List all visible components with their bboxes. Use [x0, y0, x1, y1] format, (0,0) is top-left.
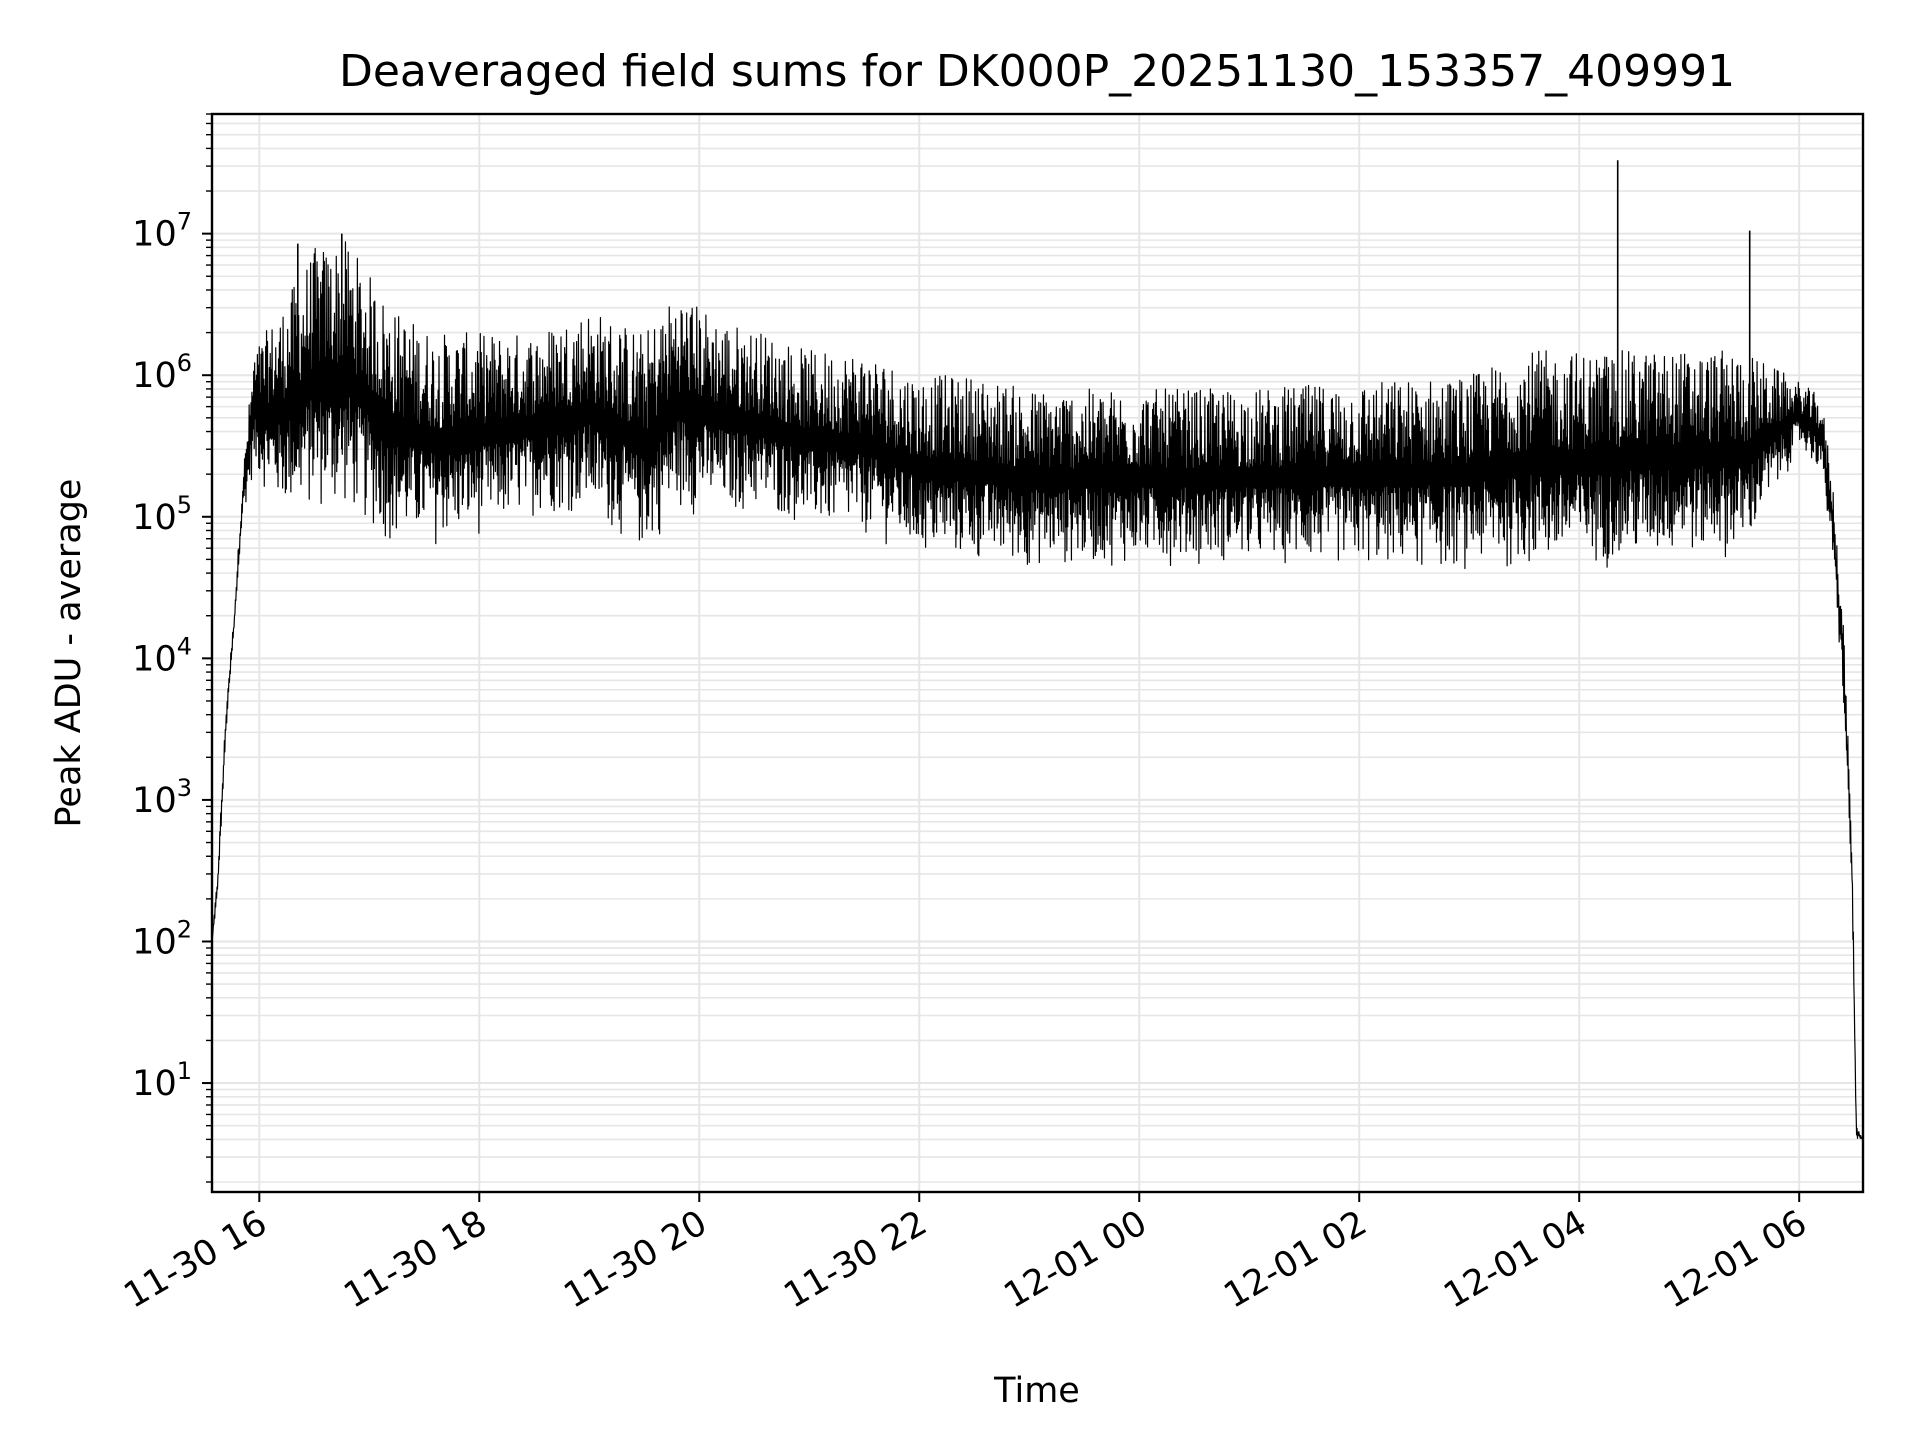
y-tick-label: 105	[132, 491, 192, 538]
y-tick-exponent: 3	[177, 774, 192, 802]
y-tick-base: 10	[132, 356, 177, 396]
y-tick-label: 103	[132, 774, 192, 821]
y-tick-label: 102	[132, 915, 192, 962]
y-axis-label: Peak ADU - average	[49, 479, 89, 828]
x-tick-label: 12-01 06	[1657, 1203, 1813, 1316]
x-tick-label: 12-01 00	[997, 1203, 1153, 1316]
y-tick-label: 101	[132, 1057, 192, 1104]
grid-lines	[212, 113, 1863, 1192]
y-tick-base: 10	[132, 498, 177, 538]
y-tick-label: 106	[132, 349, 192, 396]
series-group	[211, 160, 1864, 1140]
x-tick-label: 11-30 22	[777, 1203, 933, 1316]
x-tick-label: 12-01 04	[1437, 1203, 1593, 1316]
y-tick-label: 104	[132, 632, 192, 679]
y-tick-base: 10	[132, 781, 177, 821]
y-tick-base: 10	[132, 639, 177, 679]
x-tick-label: 11-30 18	[337, 1203, 493, 1316]
y-tick-base: 10	[132, 215, 177, 255]
y-tick-exponent: 6	[177, 349, 192, 377]
y-tick-base: 10	[132, 922, 177, 962]
y-tick-exponent: 7	[177, 208, 192, 236]
chart-title: Deaveraged field sums for DK000P_2025113…	[339, 46, 1735, 97]
series-line	[211, 241, 1864, 1140]
y-tick-exponent: 1	[177, 1057, 192, 1085]
x-axis: 11-30 16 11-30 18 11-30 20 11-30 22 12-01 00…	[118, 1192, 1814, 1316]
y-tick-exponent: 5	[177, 491, 192, 519]
x-axis-label: Time	[993, 1371, 1080, 1411]
y-tick-exponent: 4	[177, 632, 192, 660]
y-tick-base: 10	[132, 1064, 177, 1104]
x-tick-label: 12-01 02	[1217, 1203, 1373, 1316]
plot-frame	[210, 112, 1865, 1194]
x-tick-label: 11-30 20	[557, 1203, 713, 1316]
y-tick-exponent: 2	[177, 915, 192, 943]
y-tick-label: 107	[132, 208, 192, 255]
x-tick-label: 11-30 16	[118, 1203, 274, 1316]
